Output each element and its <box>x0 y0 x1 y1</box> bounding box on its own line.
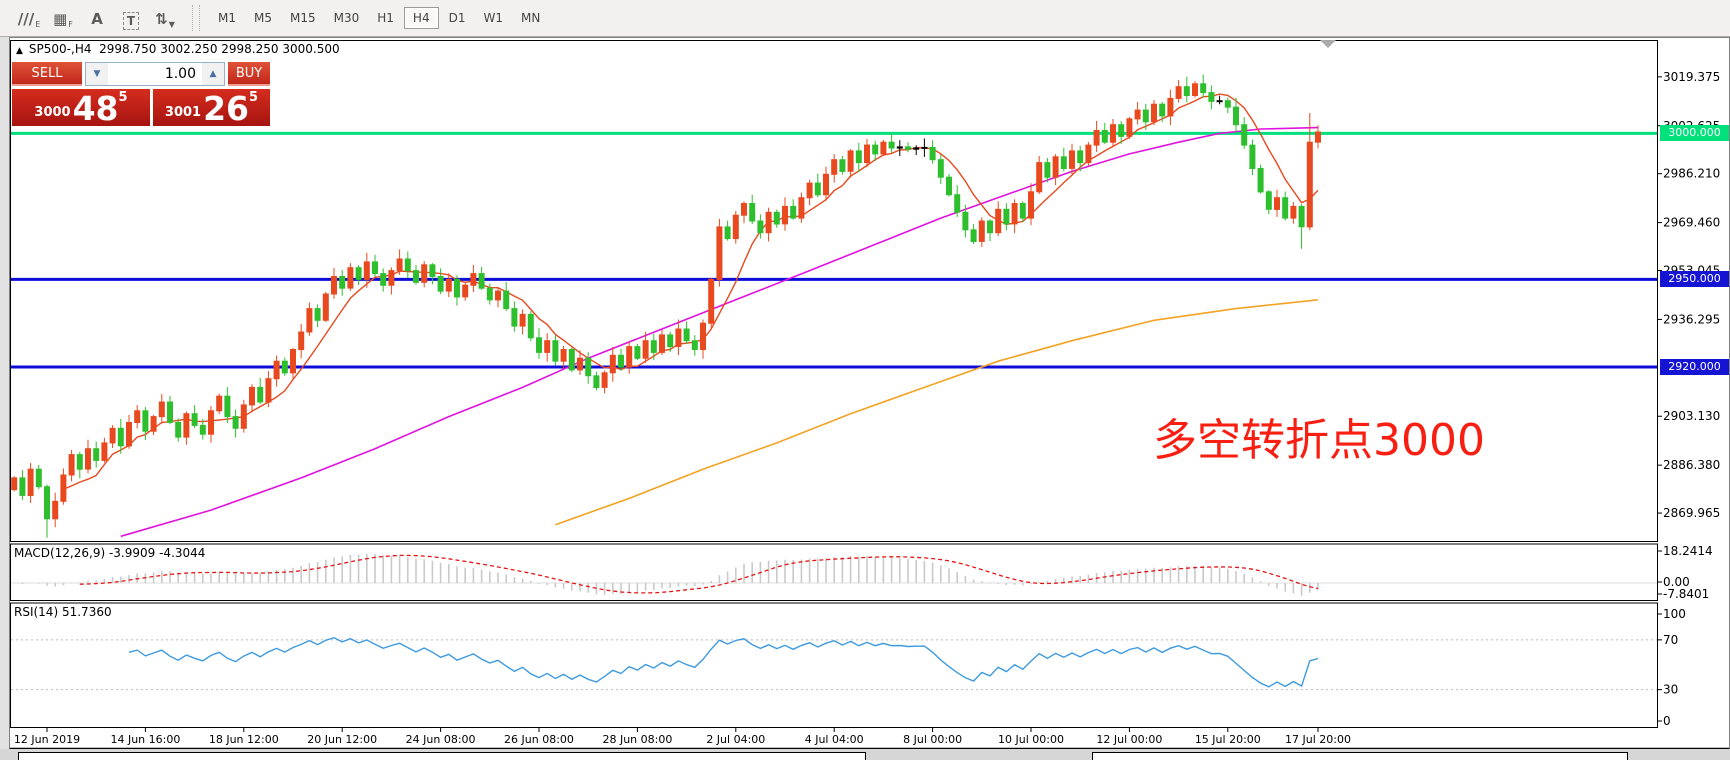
sell-button[interactable]: SELL <box>12 62 82 86</box>
date-tick-label: 14 Jun 16:00 <box>110 733 180 746</box>
sell-price-base: 3000 <box>34 105 71 120</box>
price-axis-label: 2969.460 <box>1663 216 1720 230</box>
cycle-arrows-icon[interactable]: ⇅ ▼ <box>155 10 175 29</box>
price-axis-label: 2886.380 <box>1663 458 1720 472</box>
timeframe-m5[interactable]: M5 <box>254 11 272 25</box>
window-left-gutter <box>0 36 9 760</box>
timeframe-group: M1 M5 M15 M30 H1 H4 D1 W1 MN <box>210 7 550 29</box>
date-tick-label: 12 Jun 2019 <box>14 733 80 746</box>
timeframe-m30[interactable]: M30 <box>333 11 360 25</box>
macd-indicator-label: MACD(12,26,9) -3.9909 -4.3044 <box>14 546 205 560</box>
price-axis-label: 2869.965 <box>1663 506 1720 520</box>
chart-shift-marker-icon[interactable] <box>1320 40 1336 48</box>
volume-increase-button[interactable]: ▲ <box>202 63 224 85</box>
date-tick-label: 17 Jul 20:00 <box>1285 733 1351 746</box>
sell-price-point: 5 <box>118 90 128 105</box>
rsi-name: RSI(14) <box>14 605 59 619</box>
date-tick-label: 24 Jun 08:00 <box>406 733 476 746</box>
main-chart-layer <box>11 74 1657 538</box>
price-axis-label: 3019.375 <box>1663 70 1720 84</box>
rsi-axis-label: 30 <box>1663 683 1678 697</box>
price-line-badge-3000: 3000.000 <box>1660 125 1729 142</box>
timeframe-w1[interactable]: W1 <box>483 11 503 25</box>
rsi-line <box>128 636 1319 688</box>
macd-values: -3.9909 -4.3044 <box>108 546 206 560</box>
date-tick-label: 18 Jun 12:00 <box>209 733 279 746</box>
ohlc-values: 2998.750 3002.250 2998.250 3000.500 <box>99 42 340 56</box>
ma-fast-line <box>63 93 1319 490</box>
macd-layer <box>11 553 1657 596</box>
chart-title: ▲ SP500-,H4 2998.750 3002.250 2998.250 30… <box>16 42 340 56</box>
timeframe-d1[interactable]: D1 <box>448 11 466 25</box>
date-tick-label: 28 Jun 08:00 <box>602 733 672 746</box>
macd-axis-label: -7.8401 <box>1663 587 1709 601</box>
rsi-pane <box>10 602 1658 728</box>
rsi-indicator-label: RSI(14) 51.7360 <box>14 605 112 619</box>
macd-name: MACD(12,26,9) <box>14 546 106 560</box>
chart-text-annotation[interactable]: 多空转折点3000 <box>1153 415 1485 466</box>
tiled-windows-strip <box>0 749 1730 760</box>
text-a-icon[interactable]: A <box>91 10 103 28</box>
ma-magenta-line <box>120 126 1319 538</box>
timeframe-mn[interactable]: MN <box>520 11 541 25</box>
rsi-layer <box>11 636 1657 691</box>
fibonacci-grid-f-icon[interactable]: ▦ F <box>53 10 73 29</box>
volume-input[interactable] <box>108 63 202 85</box>
sell-price-quote[interactable]: 3000 48 5 <box>12 89 150 126</box>
buy-price-point: 5 <box>249 90 259 105</box>
rsi-value: 51.7360 <box>61 605 112 619</box>
price-line-badge-2920: 2920.000 <box>1660 358 1729 375</box>
date-tick-label: 4 Jul 04:00 <box>805 733 864 746</box>
volume-decrease-button[interactable]: ▼ <box>86 63 108 85</box>
collapse-arrow-icon[interactable]: ▲ <box>16 46 23 56</box>
text-frame-t-icon[interactable]: T <box>118 6 144 30</box>
toolbar-separator <box>192 5 200 31</box>
timeframe-m1[interactable]: M1 <box>218 11 236 25</box>
rsi-axis-label: 0 <box>1663 714 1671 728</box>
macd-signal-line <box>79 554 1319 594</box>
buy-button[interactable]: BUY <box>228 62 270 86</box>
main-pane <box>10 40 1658 542</box>
price-axis-label: 2936.295 <box>1663 312 1720 326</box>
timeframe-h4[interactable]: H4 <box>403 7 439 29</box>
buy-price-pips: 26 <box>203 89 250 128</box>
price-axis-label: 2986.210 <box>1663 167 1720 181</box>
toolbar: ///E ▦ F A T ⇅ ▼ M1 M5 M15 M30 H1 H4 D1 W1 MN <box>0 0 1730 37</box>
date-tick-label: 2 Jul 04:00 <box>706 733 765 746</box>
next-chart-window-edge <box>18 752 866 760</box>
volume-stepper: ▼ ▲ <box>85 62 225 86</box>
one-click-trade-panel: SELL ▼ ▲ BUY 3000 48 5 3001 26 5 <box>12 62 270 126</box>
next-chart-window-edge <box>1092 752 1628 760</box>
date-tick-label: 10 Jul 00:00 <box>998 733 1064 746</box>
macd-axis-label: 0.00 <box>1663 575 1690 589</box>
rsi-axis-label: 100 <box>1663 607 1686 621</box>
buy-price-base: 3001 <box>164 105 202 120</box>
price-line-badge-2950: 2950.000 <box>1660 271 1729 288</box>
date-tick-label: 12 Jul 00:00 <box>1096 733 1162 746</box>
timeframe-h1[interactable]: H1 <box>377 11 394 25</box>
rsi-axis-label: 70 <box>1663 633 1678 647</box>
buy-price-quote[interactable]: 3001 26 5 <box>153 89 270 126</box>
symbol-timeframe: SP500-,H4 <box>28 42 92 56</box>
date-tick-label: 15 Jul 20:00 <box>1195 733 1261 746</box>
draw-channel-e-icon[interactable]: ///E <box>17 10 41 29</box>
ma-orange-line <box>555 299 1319 526</box>
macd-axis-label: 18.2414 <box>1663 544 1713 558</box>
price-axis-label: 2903.130 <box>1663 409 1720 423</box>
date-tick-label: 26 Jun 08:00 <box>504 733 574 746</box>
candlestick-series <box>11 74 1321 538</box>
date-tick-label: 20 Jun 12:00 <box>307 733 377 746</box>
drawing-tools-group: ///E ▦ F A T ⇅ ▼ <box>0 6 186 30</box>
timeframe-m15[interactable]: M15 <box>290 11 316 25</box>
date-tick-label: 8 Jul 00:00 <box>903 733 962 746</box>
sell-price-pips: 48 <box>72 89 119 128</box>
